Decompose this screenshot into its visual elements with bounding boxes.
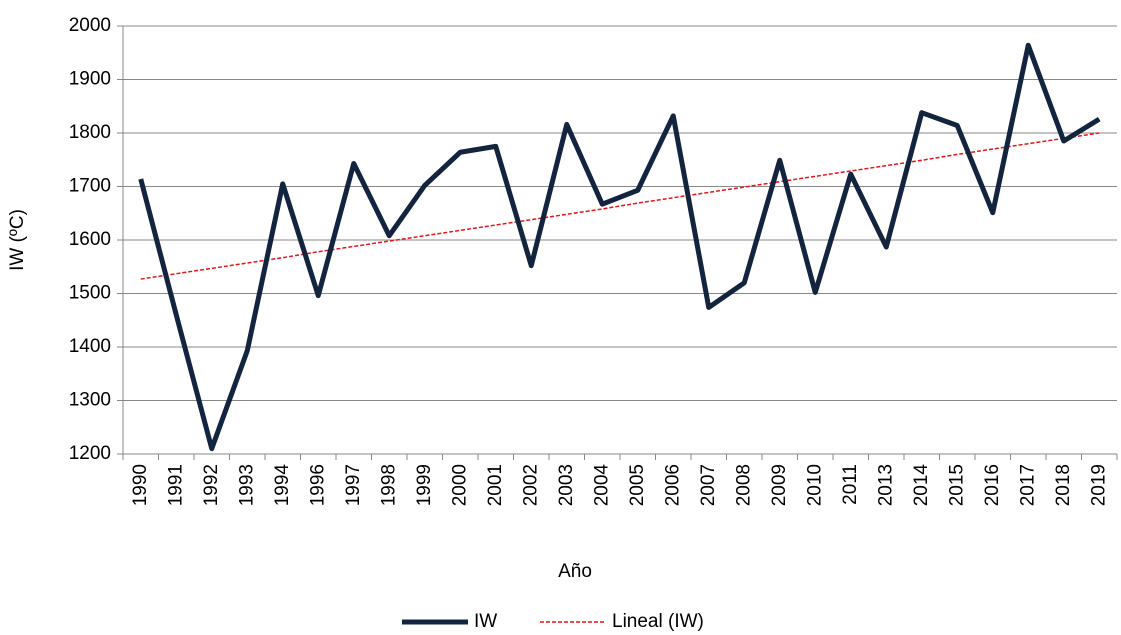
- x-tick-label: 2003: [556, 464, 577, 506]
- x-tick-label: 2010: [804, 464, 825, 506]
- y-tick-label: 1900: [69, 69, 111, 90]
- x-tick-label: 2005: [627, 464, 648, 506]
- y-tick-label: 1700: [69, 176, 111, 197]
- x-tick-label: 2002: [520, 464, 541, 506]
- x-axis-title: Año: [558, 561, 592, 582]
- x-tick-label: 2004: [591, 464, 612, 507]
- x-tick-label: 2014: [911, 464, 932, 507]
- y-tick-label: 1200: [69, 443, 111, 464]
- y-tick-label: 1400: [69, 336, 111, 357]
- x-tick-label: 1992: [201, 464, 222, 506]
- x-tick-label: 1997: [343, 464, 364, 506]
- legend-label: Lineal (IW): [612, 611, 704, 632]
- x-tick-label: 1990: [130, 464, 151, 506]
- x-tick-label: 2007: [698, 464, 719, 506]
- x-tick-label: 2019: [1088, 464, 1109, 506]
- x-tick-label: 2006: [662, 464, 683, 506]
- y-tick-label: 1300: [69, 390, 111, 411]
- x-tick-label: 1991: [165, 464, 186, 506]
- x-tick-label: 2015: [946, 464, 967, 506]
- x-tick-label: 2013: [875, 464, 896, 506]
- x-tick-label: 1994: [272, 464, 293, 507]
- x-tick-label: 1999: [414, 464, 435, 506]
- x-tick-label: 2000: [449, 464, 470, 506]
- y-axis-title: IW (ºC): [7, 209, 28, 271]
- series-line: [140, 132, 1100, 280]
- y-tick-label: 1500: [69, 283, 111, 304]
- x-tick-label: 2001: [485, 464, 506, 506]
- x-tick-label: 2009: [769, 464, 790, 506]
- x-tick-label: 1996: [307, 464, 328, 506]
- series-line: [138, 42, 1101, 452]
- x-tick-label: 2008: [733, 464, 754, 506]
- x-tick-label: 2011: [840, 464, 861, 505]
- x-tick-label: 2016: [982, 464, 1003, 506]
- x-tick-label: 1998: [378, 464, 399, 506]
- y-tick-label: 1600: [69, 229, 111, 250]
- y-tick-label: 2000: [69, 15, 111, 36]
- y-tick-label: 1800: [69, 122, 111, 143]
- x-tick-label: 2017: [1017, 464, 1038, 506]
- legend-label: IW: [474, 611, 497, 632]
- x-tick-label: 1993: [236, 464, 257, 506]
- x-tick-label: 2018: [1053, 464, 1074, 506]
